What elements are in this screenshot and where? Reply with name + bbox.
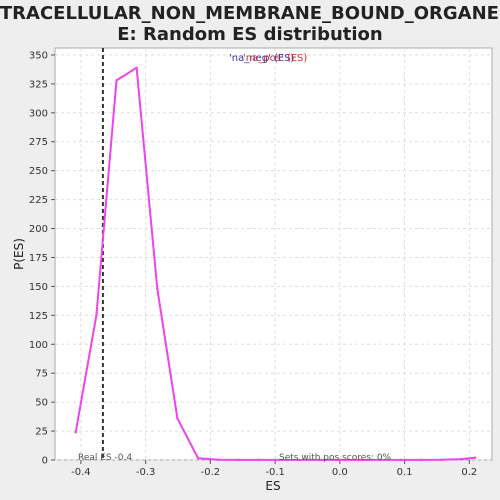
data-point — [298, 458, 301, 462]
y-tick-label: 100 — [29, 340, 48, 351]
y-tick-label: 75 — [35, 369, 48, 380]
y-tick-label: 250 — [29, 166, 48, 177]
data-point — [277, 458, 281, 462]
real-es-annotation: Real ES -0.4 — [78, 453, 132, 463]
data-point — [135, 66, 138, 69]
data-point — [176, 417, 179, 420]
data-point — [460, 457, 463, 461]
chart-title-line-1: INTRACELLULAR_NON_MEMBRANE_BOUND_ORGANEL… — [0, 3, 500, 24]
x-tick-label: 0.0 — [332, 467, 348, 478]
x-tick-label: 0.1 — [397, 467, 413, 478]
grid — [55, 48, 492, 461]
data-point — [338, 458, 342, 462]
data-point — [196, 457, 200, 460]
data-point — [237, 458, 240, 462]
y-tick-label: 50 — [35, 398, 48, 409]
y-tick-label: 200 — [29, 224, 48, 235]
y-tick-label: 300 — [29, 108, 48, 119]
y-tick-label: 0 — [42, 456, 48, 467]
data-point — [156, 287, 159, 290]
legend-entry-na-neg: 'na_neg' (ES) — [229, 53, 295, 64]
data-point — [473, 456, 477, 459]
y-tick-label: 325 — [29, 79, 48, 90]
legend: 'na_neg' (ES) 'na_pos' (ES) — [229, 53, 307, 64]
data-point — [379, 458, 382, 462]
data-point — [420, 458, 423, 462]
data-point — [74, 431, 77, 434]
data-point — [358, 458, 362, 462]
x-tick-label: 0.2 — [461, 467, 477, 478]
y-tick-label: 275 — [29, 137, 48, 148]
y-tick-label: 225 — [29, 195, 48, 206]
data-point — [399, 458, 402, 462]
axis-ticks: 0 25 50 75 100 125 150 175 200 225 250 275 300 325 350… — [29, 50, 477, 478]
data-point — [115, 79, 118, 82]
data-point — [440, 458, 443, 461]
y-axis-label: P(ES) — [12, 238, 26, 270]
data-point — [95, 314, 98, 317]
plot-area — [54, 47, 493, 461]
legend-entry-na-pos: 'na_pos' (ES) — [243, 53, 307, 64]
data-point — [318, 458, 321, 462]
x-tick-label: -0.4 — [71, 467, 91, 478]
data-point — [257, 458, 261, 462]
x-tick-label: -0.2 — [201, 467, 221, 478]
y-tick-label: 25 — [35, 427, 48, 438]
y-tick-label: 125 — [29, 311, 48, 322]
x-tick-label: -0.1 — [265, 467, 285, 478]
y-tick-label: 150 — [29, 282, 48, 293]
y-tick-label: 175 — [29, 253, 48, 264]
chart-title-line-2: E: Random ES distribution — [117, 24, 382, 45]
sets-pos-scores-annotation: Sets with pos scores: 0% — [279, 453, 392, 463]
data-point — [216, 458, 220, 461]
series-points — [74, 66, 477, 462]
x-tick-label: -0.3 — [136, 467, 156, 478]
x-axis-label: ES — [265, 479, 280, 493]
y-tick-label: 350 — [29, 50, 48, 61]
